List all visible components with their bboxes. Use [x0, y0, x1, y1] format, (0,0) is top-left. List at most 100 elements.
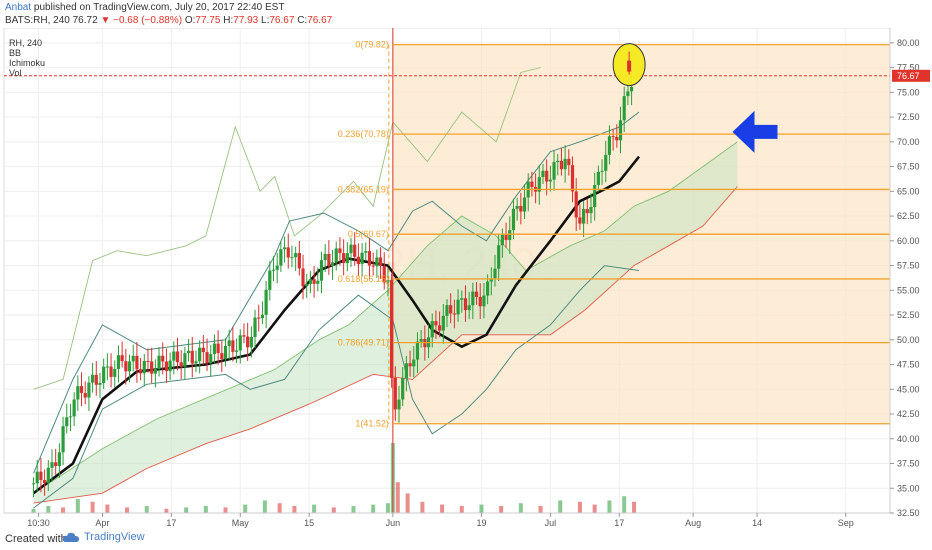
candle-body [537, 177, 541, 192]
candle-body [486, 281, 490, 296]
span-a-line [33, 141, 738, 494]
down-triangle-icon: ▼ [100, 15, 111, 26]
candle-body [419, 338, 423, 342]
volume-bar [292, 506, 297, 513]
volume-bar [479, 504, 484, 513]
candle-body [378, 257, 383, 266]
ohlc-line: BATS:RH, 240 76.72 ▼ −0.68 (−0.88%) O:77… [5, 15, 332, 26]
candle-body [168, 360, 172, 372]
volume-bar [223, 507, 228, 513]
volume-bar [125, 507, 130, 513]
created-with-label: Created with [5, 533, 67, 545]
volume-bar [312, 504, 317, 513]
candle-body [113, 369, 117, 377]
current-price-tag-label: 76.67 [897, 71, 920, 81]
volume-bar [538, 506, 543, 513]
last-price: 76.72 [72, 15, 98, 26]
candle-body [364, 251, 368, 253]
candle-body [375, 257, 379, 267]
candle-body [294, 253, 298, 258]
candle-body [412, 359, 416, 367]
candle-body [545, 170, 549, 182]
y-tick-label: 57.50 [897, 261, 920, 271]
volume-bar [499, 506, 504, 513]
candle-body [72, 399, 76, 417]
volume-bar [351, 506, 356, 513]
candle-body [522, 197, 527, 212]
y-tick-label: 62.50 [897, 211, 920, 221]
candle-body [231, 340, 235, 352]
candle-body [290, 257, 294, 259]
volume-bar [75, 499, 80, 513]
candle-body [574, 191, 578, 218]
candle-body [319, 260, 324, 281]
candle-body [271, 269, 276, 271]
candle-body [519, 205, 523, 212]
candle-body [334, 248, 338, 263]
candle-body [190, 350, 194, 364]
candle-body [615, 136, 619, 141]
candle-body [54, 462, 58, 467]
y-tick-label: 72.50 [897, 112, 920, 122]
candle-body [50, 462, 54, 468]
candle-body [220, 353, 224, 360]
candle-body [434, 321, 438, 326]
fib-level-label: 1(41.52) [355, 419, 389, 429]
volume-bar [405, 493, 410, 513]
candle-body [589, 207, 593, 214]
volume-bar [622, 496, 627, 513]
price-axis-background [890, 28, 932, 513]
candle-body [308, 279, 313, 284]
x-tick-label: Jun [386, 518, 401, 528]
fib-level-label: 0.382(65.19) [338, 184, 389, 194]
y-tick-label: 40.00 [897, 434, 920, 444]
candle-body [68, 416, 73, 418]
volume-bar [331, 507, 336, 513]
candle-body [386, 279, 390, 283]
candle-body [323, 253, 327, 261]
candle-body [194, 361, 198, 364]
candle-body [327, 253, 331, 267]
candle-body [264, 289, 268, 315]
volume-bar [144, 506, 149, 513]
candle-body [61, 426, 65, 453]
volume-bar [105, 504, 110, 513]
candle-body [249, 336, 253, 348]
candle-body [626, 91, 630, 97]
fib-level-label: 0.236(70.78) [338, 129, 389, 139]
candle-body [367, 251, 372, 266]
candle-body [31, 483, 36, 485]
author-link[interactable]: Anbat [5, 2, 32, 13]
annotations [612, 43, 778, 153]
volume-bar [385, 503, 390, 513]
candle-body [234, 350, 239, 352]
tradingview-link[interactable]: TradingView [62, 531, 145, 543]
volume-bar [558, 500, 563, 513]
candle-body [301, 268, 305, 287]
candle-body [316, 280, 320, 284]
y-tick-label: 42.50 [897, 409, 920, 419]
candle-body [209, 354, 213, 364]
candle-body [201, 347, 205, 353]
candle-body [164, 361, 169, 372]
candle-body [371, 265, 375, 267]
candle-body [390, 279, 394, 378]
candle-body [102, 366, 106, 383]
candle-body [39, 471, 43, 481]
volume-bar [440, 504, 445, 513]
candle-body [312, 279, 316, 284]
candle-body [382, 265, 386, 283]
annotation-arrow [732, 110, 778, 153]
candle-body [216, 343, 220, 354]
volume-bar [164, 508, 169, 513]
candle-body [94, 374, 98, 385]
price-chart[interactable]: RH, 240 0(79.82) 0.236(70.78) 0.382(65.19)… [0, 28, 932, 528]
symbol-label: BATS:RH, 240 [5, 15, 70, 26]
volume-bar [184, 507, 189, 513]
candle-body [445, 305, 449, 316]
fib-level-label: 0.786(49.71) [338, 338, 389, 348]
candle-body [297, 253, 301, 269]
high-value: 77.93 [233, 15, 259, 26]
candle-body [79, 386, 84, 393]
y-tick-label: 47.50 [897, 360, 920, 370]
